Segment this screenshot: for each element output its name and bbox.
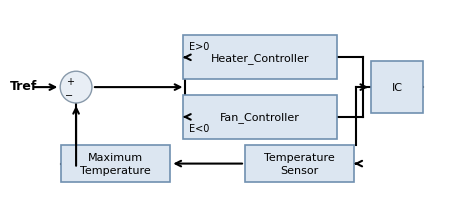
Text: Temperature
Sensor: Temperature Sensor bbox=[264, 153, 335, 175]
Text: E>0: E>0 bbox=[189, 42, 210, 52]
Text: −: − bbox=[65, 91, 73, 101]
Text: Heater_Controller: Heater_Controller bbox=[210, 53, 309, 63]
Text: +: + bbox=[66, 76, 74, 86]
Text: Fan_Controller: Fan_Controller bbox=[220, 112, 300, 123]
FancyBboxPatch shape bbox=[371, 62, 423, 113]
Text: IC: IC bbox=[392, 83, 402, 93]
FancyBboxPatch shape bbox=[245, 145, 354, 183]
Text: E<0: E<0 bbox=[189, 123, 210, 133]
FancyBboxPatch shape bbox=[61, 145, 171, 183]
FancyBboxPatch shape bbox=[183, 36, 337, 80]
Circle shape bbox=[60, 72, 92, 103]
Text: Maximum
Temperature: Maximum Temperature bbox=[81, 153, 151, 175]
FancyBboxPatch shape bbox=[183, 96, 337, 139]
Text: Tref: Tref bbox=[9, 79, 37, 92]
